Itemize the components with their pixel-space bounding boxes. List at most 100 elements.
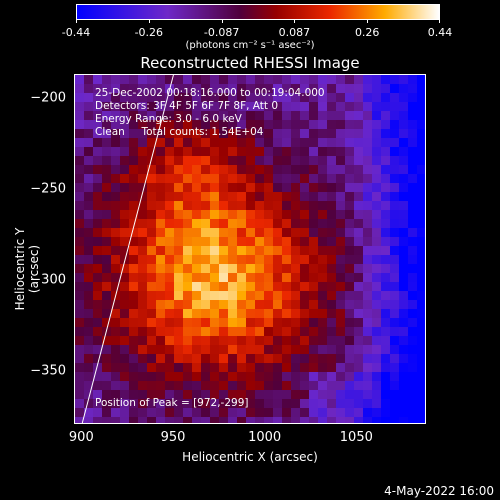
heatmap-cell xyxy=(156,156,166,166)
heatmap-cell xyxy=(345,345,355,355)
heatmap-cell xyxy=(102,120,112,130)
heatmap-cell xyxy=(372,147,382,157)
heatmap-cell xyxy=(336,309,346,319)
heatmap-cell xyxy=(138,264,148,274)
heatmap-cell xyxy=(75,147,85,157)
heatmap-cell xyxy=(183,210,193,220)
heatmap-cell xyxy=(174,165,184,175)
heatmap-cell xyxy=(327,264,337,274)
heatmap-cell xyxy=(390,372,400,382)
heatmap-cell xyxy=(327,228,337,238)
heatmap-cell xyxy=(138,147,148,157)
heatmap-cell xyxy=(309,219,319,229)
heatmap-cell xyxy=(174,345,184,355)
heatmap-cell xyxy=(390,255,400,265)
heatmap-cell xyxy=(183,246,193,256)
heatmap-cell xyxy=(219,183,229,193)
heatmap-cell xyxy=(300,219,310,229)
heatmap-cell xyxy=(246,408,256,418)
heatmap-cell xyxy=(147,327,157,337)
x-tick-label: 900 xyxy=(68,430,94,445)
heatmap-cell xyxy=(237,381,247,391)
heatmap-cell xyxy=(291,381,301,391)
heatmap-cell xyxy=(192,291,202,301)
heatmap-cell xyxy=(282,372,292,382)
heatmap-cell xyxy=(111,408,121,418)
heatmap-cell xyxy=(228,282,238,292)
heatmap-cell xyxy=(174,93,184,103)
heatmap-cell xyxy=(183,354,193,364)
heatmap-cell xyxy=(156,300,166,310)
heatmap-cell xyxy=(291,300,301,310)
heatmap-cell xyxy=(75,201,85,211)
heatmap-cell xyxy=(192,219,202,229)
heatmap-cell xyxy=(210,381,220,391)
heatmap-cell xyxy=(282,408,292,418)
heatmap-cell xyxy=(363,102,373,112)
heatmap-cell xyxy=(318,381,328,391)
heatmap-cell xyxy=(174,111,184,121)
heatmap-cell xyxy=(300,327,310,337)
heatmap-cell xyxy=(264,273,274,283)
heatmap-cell xyxy=(354,75,364,85)
heatmap-cell xyxy=(210,120,220,130)
heatmap-cell xyxy=(102,156,112,166)
heatmap-cell xyxy=(327,354,337,364)
heatmap-cell xyxy=(219,201,229,211)
heatmap-cell xyxy=(174,354,184,364)
heatmap-cell xyxy=(183,399,193,409)
heatmap-cell xyxy=(408,147,418,157)
heatmap-cell xyxy=(93,363,103,373)
heatmap-cell xyxy=(363,84,373,94)
heatmap-cell xyxy=(381,120,391,130)
heatmap-cell xyxy=(210,147,220,157)
heatmap-cell xyxy=(120,93,130,103)
heatmap-cell xyxy=(237,192,247,202)
heatmap-cell xyxy=(228,237,238,247)
heatmap-cell xyxy=(174,309,184,319)
heatmap-cell xyxy=(93,273,103,283)
heatmap-cell xyxy=(273,372,283,382)
heatmap-cell xyxy=(84,264,94,274)
heatmap-cell xyxy=(264,183,274,193)
heatmap-cell xyxy=(399,363,409,373)
heatmap-cell xyxy=(201,390,211,400)
heatmap-cell xyxy=(345,210,355,220)
heatmap-cell xyxy=(84,282,94,292)
heatmap-cell xyxy=(336,399,346,409)
heatmap-cell xyxy=(201,336,211,346)
heatmap-cell xyxy=(111,372,121,382)
heatmap-cell xyxy=(390,129,400,139)
heatmap-cell xyxy=(408,210,418,220)
heatmap-cell xyxy=(183,156,193,166)
heatmap-cell xyxy=(102,183,112,193)
heatmap-cell xyxy=(183,408,193,418)
heatmap-cell xyxy=(165,147,175,157)
heatmap-cell xyxy=(174,84,184,94)
heatmap-cell xyxy=(84,219,94,229)
heatmap-cell xyxy=(93,246,103,256)
heatmap-cell xyxy=(282,363,292,373)
heatmap-cell xyxy=(246,300,256,310)
heatmap-cell xyxy=(120,111,130,121)
heatmap-cell xyxy=(255,282,265,292)
heatmap-cell xyxy=(381,273,391,283)
heatmap-cell xyxy=(309,408,319,418)
heatmap-cell xyxy=(318,111,328,121)
heatmap-cell xyxy=(390,309,400,319)
heatmap-cell xyxy=(300,111,310,121)
heatmap-cell xyxy=(327,363,337,373)
heatmap-cell xyxy=(291,102,301,112)
heatmap-cell xyxy=(129,381,139,391)
heatmap-cell xyxy=(75,156,85,166)
heatmap-cell xyxy=(282,165,292,175)
heatmap-cell xyxy=(336,102,346,112)
heatmap-cell xyxy=(390,102,400,112)
heatmap-cell xyxy=(138,165,148,175)
heatmap-cell xyxy=(390,147,400,157)
heatmap-cell xyxy=(309,372,319,382)
heatmap-cell xyxy=(327,246,337,256)
heatmap-cell xyxy=(291,165,301,175)
heatmap-cell xyxy=(390,183,400,193)
heatmap-cell xyxy=(336,156,346,166)
